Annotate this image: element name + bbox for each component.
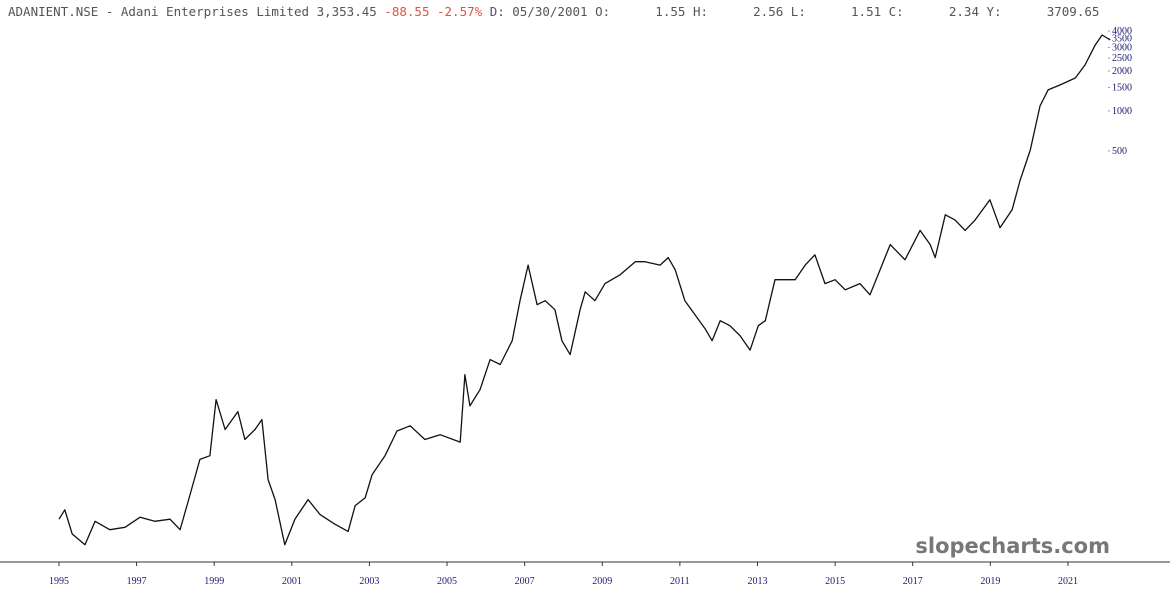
x-tick-label: 1995 (49, 576, 69, 587)
field-label: C: (888, 4, 904, 19)
field-label: O: (595, 4, 611, 19)
x-tick-label: 2003 (359, 576, 379, 587)
ohlc-fields: D: 05/30/2001 O: 1.55 H: 2.56 L: 1.51 C:… (482, 4, 1100, 19)
y-tick-label: 2000 (1112, 66, 1132, 77)
x-tick-label: 2013 (747, 576, 767, 587)
symbol: ADANIENT.NSE - Adani Enterprises Limited (8, 4, 310, 19)
field-label: H: (692, 4, 708, 19)
price-line (58, 34, 1111, 546)
x-tick-label: 2001 (282, 576, 302, 587)
x-tick-label: 2011 (670, 576, 690, 587)
field-value: 1.55 (655, 4, 686, 19)
header: ADANIENT.NSE - Adani Enterprises Limited… (8, 4, 1099, 19)
field-value: 2.34 (948, 4, 979, 19)
x-tick-label: 2019 (980, 576, 1000, 587)
x-tick-label: 1999 (204, 576, 224, 587)
change-pct: -2.57% (437, 4, 483, 19)
field-value: 2.56 (753, 4, 784, 19)
field-label: L: (790, 4, 806, 19)
field-value: 05/30/2001 (512, 4, 588, 19)
field-label: Y: (986, 4, 1002, 19)
watermark: slopecharts.com (915, 534, 1110, 558)
price: 3,353.45 (316, 4, 377, 19)
x-tick-label: 1997 (127, 576, 147, 587)
y-tick-label: 1000 (1112, 106, 1132, 117)
y-tick-label: 1500 (1112, 83, 1132, 94)
y-tick-label: 500 (1112, 146, 1127, 157)
y-tick-label: 4000 (1112, 26, 1132, 37)
x-tick-label: 2021 (1058, 576, 1078, 587)
field-label: D: (489, 4, 505, 19)
y-tick-label: 3500 (1112, 34, 1132, 45)
y-tick-label: 2500 (1112, 53, 1132, 64)
field-value: 3709.65 (1046, 4, 1100, 19)
x-tick-label: 2005 (437, 576, 457, 587)
field-value: 1.51 (851, 4, 882, 19)
x-tick-label: 2015 (825, 576, 845, 587)
x-tick-label: 2017 (903, 576, 923, 587)
x-tick-label: 2009 (592, 576, 612, 587)
y-tick-label: 3000 (1112, 43, 1132, 54)
change: -88.55 (384, 4, 430, 19)
x-tick-label: 2007 (515, 576, 535, 587)
